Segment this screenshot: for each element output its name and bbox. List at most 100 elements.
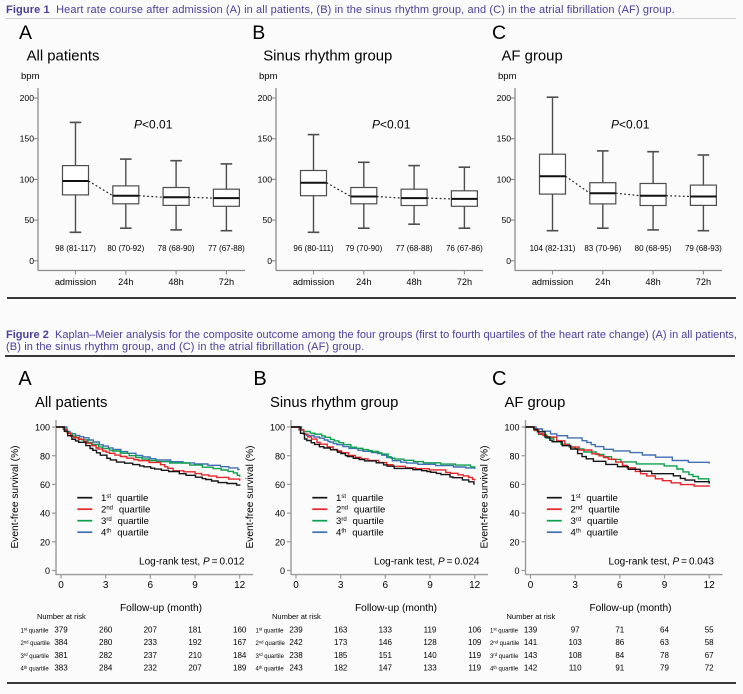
svg-text:2nd quartile: 2nd quartile (21, 639, 51, 647)
svg-text:9: 9 (662, 580, 668, 591)
svg-text:admission: admission (532, 277, 573, 287)
svg-text:0: 0 (293, 580, 299, 591)
svg-text:Follow-up (month): Follow-up (month) (120, 603, 202, 614)
svg-text:60: 60 (509, 480, 519, 490)
svg-text:3rd quartile: 3rd quartile (256, 652, 285, 660)
svg-text:379: 379 (54, 625, 68, 634)
svg-text:207: 207 (144, 625, 158, 634)
svg-text:6: 6 (383, 580, 389, 591)
svg-text:163: 163 (334, 625, 348, 634)
svg-text:24h: 24h (356, 277, 371, 287)
svg-text:384: 384 (54, 638, 68, 647)
svg-text:1st quartile: 1st quartile (571, 493, 618, 504)
svg-text:3: 3 (572, 580, 578, 591)
svg-text:Number at risk: Number at risk (37, 612, 86, 621)
svg-text:100: 100 (258, 174, 273, 184)
svg-text:admission: admission (55, 277, 96, 287)
svg-text:160: 160 (233, 625, 247, 634)
svg-text:Event-free survival (%): Event-free survival (%) (245, 445, 256, 548)
svg-text:86: 86 (615, 638, 624, 647)
svg-text:133: 133 (379, 625, 393, 634)
svg-text:Sinus rhythm group: Sinus rhythm group (270, 395, 398, 411)
svg-text:150: 150 (497, 134, 512, 144)
svg-text:C: C (492, 22, 506, 44)
svg-text:79 (68-93): 79 (68-93) (685, 244, 722, 253)
svg-text:9: 9 (192, 580, 198, 591)
svg-text:67: 67 (705, 651, 714, 660)
svg-text:284: 284 (99, 664, 113, 673)
svg-text:91: 91 (615, 664, 624, 673)
svg-text:72h: 72h (457, 277, 472, 287)
svg-text:24h: 24h (595, 277, 610, 287)
svg-text:2nd quartile: 2nd quartile (101, 505, 150, 516)
svg-text:78: 78 (660, 651, 669, 660)
svg-text:48h: 48h (645, 277, 660, 287)
svg-text:40: 40 (509, 509, 519, 519)
svg-text:3: 3 (338, 580, 344, 591)
svg-text:238: 238 (289, 651, 303, 660)
svg-text:133: 133 (423, 664, 437, 673)
svg-text:280: 280 (99, 638, 113, 647)
svg-text:210: 210 (188, 651, 202, 660)
svg-text:48h: 48h (406, 277, 421, 287)
svg-text:0: 0 (45, 566, 50, 576)
svg-text:192: 192 (188, 638, 202, 647)
svg-text:0: 0 (506, 256, 511, 266)
svg-text:71: 71 (615, 625, 624, 634)
svg-text:All patients: All patients (27, 48, 100, 64)
svg-text:Log-rank test, P = 0.024: Log-rank test, P = 0.024 (374, 557, 480, 568)
svg-text:103: 103 (569, 638, 583, 647)
svg-text:Event-free survival (%): Event-free survival (%) (480, 445, 491, 548)
svg-text:9: 9 (427, 580, 433, 591)
svg-text:AF group: AF group (502, 48, 563, 64)
svg-text:381: 381 (54, 651, 68, 660)
svg-text:100: 100 (35, 423, 50, 433)
svg-text:232: 232 (144, 664, 158, 673)
svg-text:2nd quartile: 2nd quartile (490, 639, 520, 647)
svg-text:60: 60 (275, 480, 285, 490)
svg-text:0: 0 (528, 580, 534, 591)
svg-text:40: 40 (40, 509, 50, 519)
svg-text:72: 72 (705, 664, 714, 673)
svg-text:6: 6 (617, 580, 623, 591)
svg-text:77 (67-88): 77 (67-88) (208, 244, 245, 253)
svg-text:64: 64 (660, 625, 669, 634)
svg-text:3rd quartile: 3rd quartile (21, 652, 50, 660)
svg-text:12: 12 (469, 580, 481, 591)
svg-text:189: 189 (233, 664, 247, 673)
svg-text:50: 50 (24, 215, 34, 225)
svg-text:Follow-up (month): Follow-up (month) (355, 603, 437, 614)
svg-text:12: 12 (234, 580, 246, 591)
svg-text:12: 12 (704, 580, 716, 591)
svg-text:1st quartile: 1st quartile (256, 627, 285, 635)
svg-text:P<0.01: P<0.01 (134, 118, 173, 132)
svg-text:Number at risk: Number at risk (272, 612, 321, 621)
svg-text:0: 0 (29, 256, 34, 266)
svg-text:6: 6 (148, 580, 154, 591)
svg-text:80 (70-92): 80 (70-92) (107, 244, 144, 253)
svg-text:72h: 72h (219, 277, 234, 287)
svg-text:76 (67-86): 76 (67-86) (446, 244, 483, 253)
svg-text:142: 142 (524, 664, 538, 673)
svg-text:150: 150 (20, 134, 35, 144)
svg-text:Event-free survival (%): Event-free survival (%) (10, 445, 21, 548)
svg-text:110: 110 (569, 664, 582, 673)
svg-text:55: 55 (705, 625, 714, 634)
svg-text:119: 119 (468, 651, 481, 660)
svg-text:237: 237 (144, 651, 158, 660)
svg-text:79 (70-90): 79 (70-90) (345, 244, 382, 253)
svg-text:78 (68-90): 78 (68-90) (158, 244, 195, 253)
svg-text:100: 100 (504, 423, 519, 433)
svg-text:151: 151 (379, 651, 393, 660)
svg-text:108: 108 (569, 651, 583, 660)
svg-text:84: 84 (615, 651, 624, 660)
svg-text:242: 242 (289, 638, 303, 647)
svg-text:139: 139 (524, 625, 538, 634)
svg-text:383: 383 (54, 664, 68, 673)
svg-text:bpm: bpm (259, 71, 278, 82)
svg-text:207: 207 (188, 664, 202, 673)
svg-text:80: 80 (40, 451, 50, 461)
svg-text:185: 185 (334, 651, 348, 660)
svg-text:1st quartile: 1st quartile (336, 493, 383, 504)
svg-text:2nd quartile: 2nd quartile (256, 639, 286, 647)
